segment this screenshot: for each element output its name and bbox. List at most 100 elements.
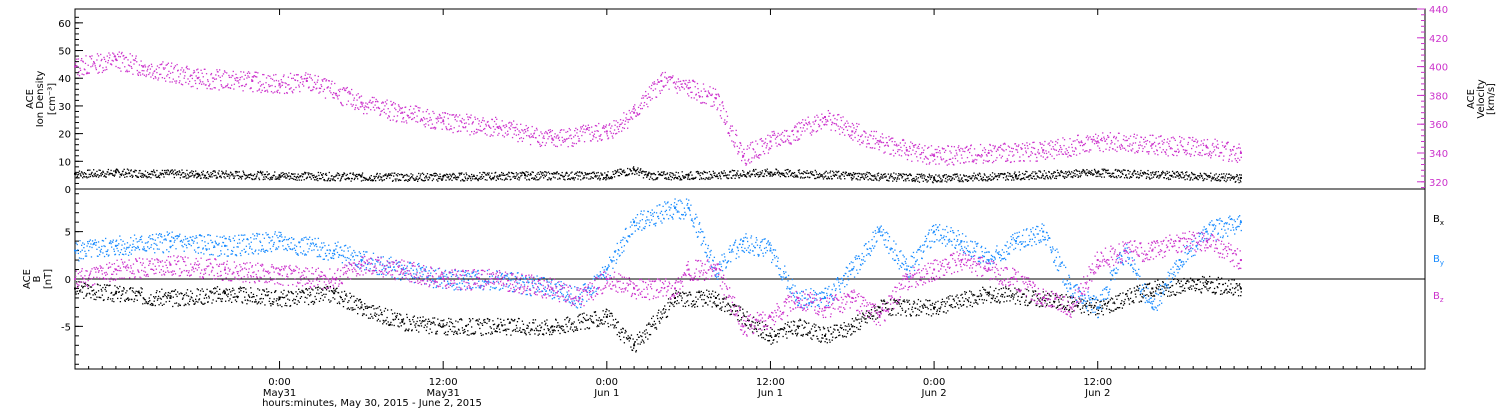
velocity-fill-point [143, 70, 145, 72]
density-fill-point [472, 178, 474, 180]
density-fill-point [460, 173, 462, 175]
bx-fill-point [241, 301, 243, 303]
velocity-fill-point [489, 135, 491, 137]
velocity-fill-point [371, 96, 374, 99]
velocity-fill-point [602, 126, 604, 129]
velocity-fill-point [167, 62, 170, 64]
density-fill-point [687, 178, 689, 180]
velocity-fill-point [694, 86, 696, 88]
density-fill-point [1216, 177, 1218, 179]
bx-fill-point [238, 291, 240, 293]
density-fill-point [766, 174, 768, 177]
velocity-fill-point [1232, 149, 1234, 151]
density-fill-point [172, 172, 174, 174]
bx-fill-point [137, 291, 140, 294]
velocity-fill-point [78, 74, 81, 77]
bx-fill-point [261, 293, 263, 295]
velocity-fill-point [772, 134, 774, 136]
density-fill-point [387, 175, 389, 178]
density-fill-point [261, 174, 263, 176]
density-fill-point [252, 175, 255, 177]
velocity-fill-point [981, 153, 983, 156]
density-fill-point [161, 172, 163, 175]
density-fill-point [1038, 177, 1041, 179]
density-fill-point [1175, 176, 1177, 178]
density-fill-point [1057, 172, 1060, 174]
velocity-fill-point [870, 135, 872, 137]
density-fill-point [803, 177, 806, 179]
velocity-fill-point [164, 67, 166, 69]
density-fill-point [499, 175, 501, 177]
velocity-fill-point [633, 107, 635, 109]
velocity-fill-point [88, 72, 90, 74]
velocity-fill-point [603, 125, 605, 127]
density-fill-point [178, 173, 180, 176]
density-fill-point [364, 177, 366, 179]
density-fill-point [1182, 173, 1184, 175]
bx-fill-point [268, 290, 270, 293]
density-fill-point [700, 172, 702, 174]
density-fill-point [174, 172, 177, 175]
velocity-fill-point [451, 114, 454, 116]
velocity-fill-point [777, 132, 779, 135]
density-fill-point [1194, 176, 1197, 178]
velocity-fill-point [753, 148, 755, 151]
velocity-fill-point [187, 78, 189, 80]
density-fill-point [1027, 176, 1029, 178]
density-fill-point [1205, 174, 1208, 177]
velocity-point [851, 130, 854, 133]
density-fill-point [774, 171, 776, 174]
density-fill-point [514, 177, 516, 179]
velocity-fill-point [504, 126, 506, 129]
velocity-fill-point [591, 131, 593, 133]
velocity-fill-point [817, 123, 820, 126]
density-fill-point [1195, 176, 1198, 179]
velocity-fill-point [136, 61, 138, 63]
velocity-fill-point [389, 111, 391, 113]
velocity-fill-point [1027, 147, 1029, 150]
density-fill-point [744, 175, 746, 177]
velocity-fill-point [1109, 132, 1112, 134]
velocity-fill-point [1051, 141, 1054, 143]
velocity-fill-point [474, 118, 477, 120]
density-fill-point [357, 178, 359, 180]
velocity-fill-point [1226, 143, 1228, 145]
velocity-fill-point [628, 109, 630, 112]
velocity-fill-point [768, 147, 771, 149]
density-fill-point [102, 171, 105, 173]
velocity-fill-point [832, 122, 834, 124]
bx-fill-point [121, 290, 123, 292]
density-fill-point [159, 172, 161, 174]
velocity-fill-point [940, 158, 942, 160]
velocity-fill-point [473, 130, 476, 133]
density-fill-point [552, 176, 555, 178]
density-fill-point [803, 170, 805, 173]
density-fill-point [1039, 171, 1042, 173]
density-fill-point [856, 177, 858, 180]
density-fill-point [1142, 172, 1144, 175]
velocity-fill-point [381, 102, 383, 104]
velocity-fill-point [901, 139, 904, 141]
velocity-fill-point [1023, 160, 1025, 162]
bx-fill-point [230, 294, 232, 296]
velocity-fill-point [515, 126, 517, 129]
velocity-fill-point [821, 113, 823, 115]
velocity-fill-point [128, 70, 130, 73]
velocity-fill-point [1059, 145, 1061, 147]
velocity-fill-point [1227, 141, 1229, 144]
velocity-fill-point [691, 91, 693, 93]
bx-fill-point [224, 291, 226, 293]
velocity-fill-point [124, 66, 126, 68]
velocity-fill-point [283, 74, 285, 76]
density-fill-point [398, 178, 400, 181]
velocity-fill-point [1015, 145, 1018, 147]
velocity-fill-point [464, 126, 466, 129]
density-fill-point [386, 175, 388, 177]
velocity-fill-point [522, 137, 525, 140]
density-fill-point [1116, 177, 1118, 179]
velocity-fill-point [847, 134, 850, 136]
velocity-fill-point [1125, 149, 1127, 151]
velocity-fill-point [1065, 148, 1067, 150]
density-fill-point [799, 177, 802, 179]
velocity-fill-point [456, 130, 459, 133]
